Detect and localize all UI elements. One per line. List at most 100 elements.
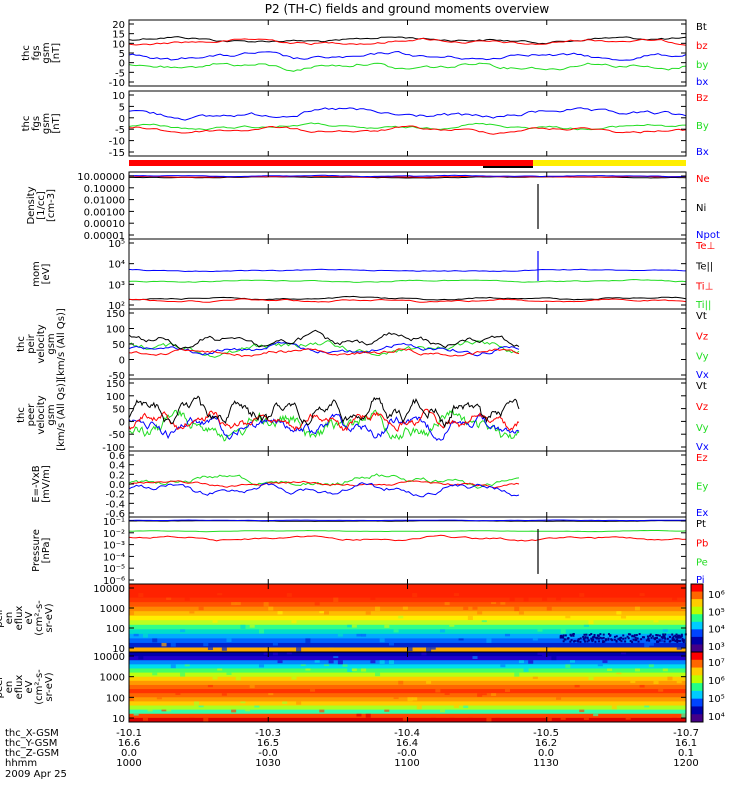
spec-cell xyxy=(439,709,446,713)
y-axis-label-line: thc xyxy=(21,116,32,132)
panel-frame xyxy=(128,19,687,87)
spec-cell xyxy=(662,668,668,672)
y-axis-label-line: eflux xyxy=(14,606,25,631)
y-tick-label: 10 xyxy=(112,91,125,102)
spec-cell xyxy=(226,638,232,643)
series-line xyxy=(128,298,687,303)
spec-noise xyxy=(615,639,618,642)
spec-cell xyxy=(286,652,292,655)
spec-cell xyxy=(217,668,223,671)
legend-entry: Vt xyxy=(696,381,707,392)
spec-cell xyxy=(272,652,278,656)
spec-band xyxy=(129,684,686,690)
y-axis-label-line: peer xyxy=(26,403,37,427)
spec-cell xyxy=(416,705,422,710)
spec-noise xyxy=(572,634,575,637)
spec-cell xyxy=(611,593,617,598)
spec-noise xyxy=(562,636,565,639)
spec-cell xyxy=(500,602,506,605)
spec-cell xyxy=(402,717,408,721)
spec-noise xyxy=(590,637,593,640)
spec-cell xyxy=(166,709,172,712)
spec-cell xyxy=(491,602,497,605)
y-tick-label: -5 xyxy=(115,68,125,79)
spec-noise xyxy=(587,639,590,642)
y-tick-label: 1000 xyxy=(100,673,125,684)
spec-cell xyxy=(305,668,311,671)
spec-cell xyxy=(268,606,274,611)
panel-3 xyxy=(128,251,687,303)
y-tick-label: 150 xyxy=(106,309,125,320)
spec-cell xyxy=(439,629,446,633)
y-axis-label-line: eV xyxy=(24,680,35,693)
spec-noise xyxy=(681,639,684,642)
spec-noise xyxy=(626,635,629,638)
legend-entry: Ti⊥ xyxy=(695,282,713,293)
y-tick-label: -10 xyxy=(109,78,125,89)
spec-noise xyxy=(620,640,623,643)
y-axis-label-line: peer xyxy=(0,675,5,699)
spec-cell xyxy=(407,697,413,702)
spec-cell xyxy=(463,606,469,610)
y-tick-label: 0.6 xyxy=(109,451,125,462)
spec-noise xyxy=(615,635,618,638)
spec-noise xyxy=(624,637,627,640)
spec-cell xyxy=(556,697,562,700)
y-tick-label: 10 xyxy=(112,644,125,655)
y-tick-label: 10⁻⁵ xyxy=(103,564,125,575)
series-line xyxy=(128,482,520,498)
spec-cell xyxy=(170,664,176,669)
spec-cell xyxy=(556,597,562,601)
spec-noise xyxy=(631,641,634,644)
spec-cell xyxy=(175,584,181,587)
spec-cell xyxy=(152,672,158,676)
y-axis-label-line: thc xyxy=(16,336,27,352)
colorbar-tick-label: 10⁶ xyxy=(708,676,725,687)
spec-noise xyxy=(563,638,566,641)
spec-cell xyxy=(402,606,408,610)
spec-cell xyxy=(667,676,673,681)
spec-noise xyxy=(633,634,636,637)
y-axis-label: thcpeirenefluxeV(cm²-s-sr-eV) xyxy=(0,600,55,636)
spec-noise xyxy=(674,634,677,637)
y-axis-label-line: (cm²-s- xyxy=(34,669,45,705)
series-line xyxy=(128,473,520,489)
spec-band xyxy=(129,713,686,719)
spec-noise xyxy=(677,635,680,638)
spec-cell xyxy=(630,680,636,684)
spec-cell xyxy=(583,624,589,627)
spec-cell xyxy=(472,606,478,610)
spec-noise xyxy=(597,634,600,637)
spec-noise xyxy=(603,640,606,643)
y-tick-label: 0.01000 xyxy=(84,196,125,207)
series-line xyxy=(128,408,520,442)
y-tick-label: 0 xyxy=(119,417,125,428)
y-axis-label: Density [1/cc] [cm-3] xyxy=(26,186,57,224)
xtick-y-2: 16.4 xyxy=(396,738,418,749)
spec-cell xyxy=(245,593,251,595)
y-tick-label: 10 xyxy=(112,39,125,50)
spec-noise xyxy=(680,633,683,636)
y-axis-label-line: [nPa] xyxy=(41,537,52,563)
y-axis-label: Pressure [nPa] xyxy=(31,529,52,572)
spec-noise xyxy=(579,640,582,643)
colorbar-tick-label: 10³ xyxy=(708,642,725,653)
colorbar-segment xyxy=(691,683,703,692)
xtick-z-2: -0.0 xyxy=(397,748,417,759)
legend-entry: Vx xyxy=(696,442,709,453)
xtime-label-y: thc_Y-GSM xyxy=(5,738,57,749)
spec-cell xyxy=(161,642,167,647)
spec-cell xyxy=(463,705,469,709)
spec-cell xyxy=(495,717,501,721)
spec-noise xyxy=(602,641,605,644)
y-tick-label: 10⁻³ xyxy=(103,541,125,552)
spec-cell xyxy=(254,593,260,596)
spec-cell xyxy=(523,597,529,602)
spec-cell xyxy=(662,629,668,632)
spec-noise xyxy=(681,637,684,640)
spec-cell xyxy=(180,672,186,677)
spec-noise xyxy=(656,634,659,637)
series-line xyxy=(128,278,687,283)
spec-cell xyxy=(467,615,473,621)
spec-noise xyxy=(671,633,674,636)
